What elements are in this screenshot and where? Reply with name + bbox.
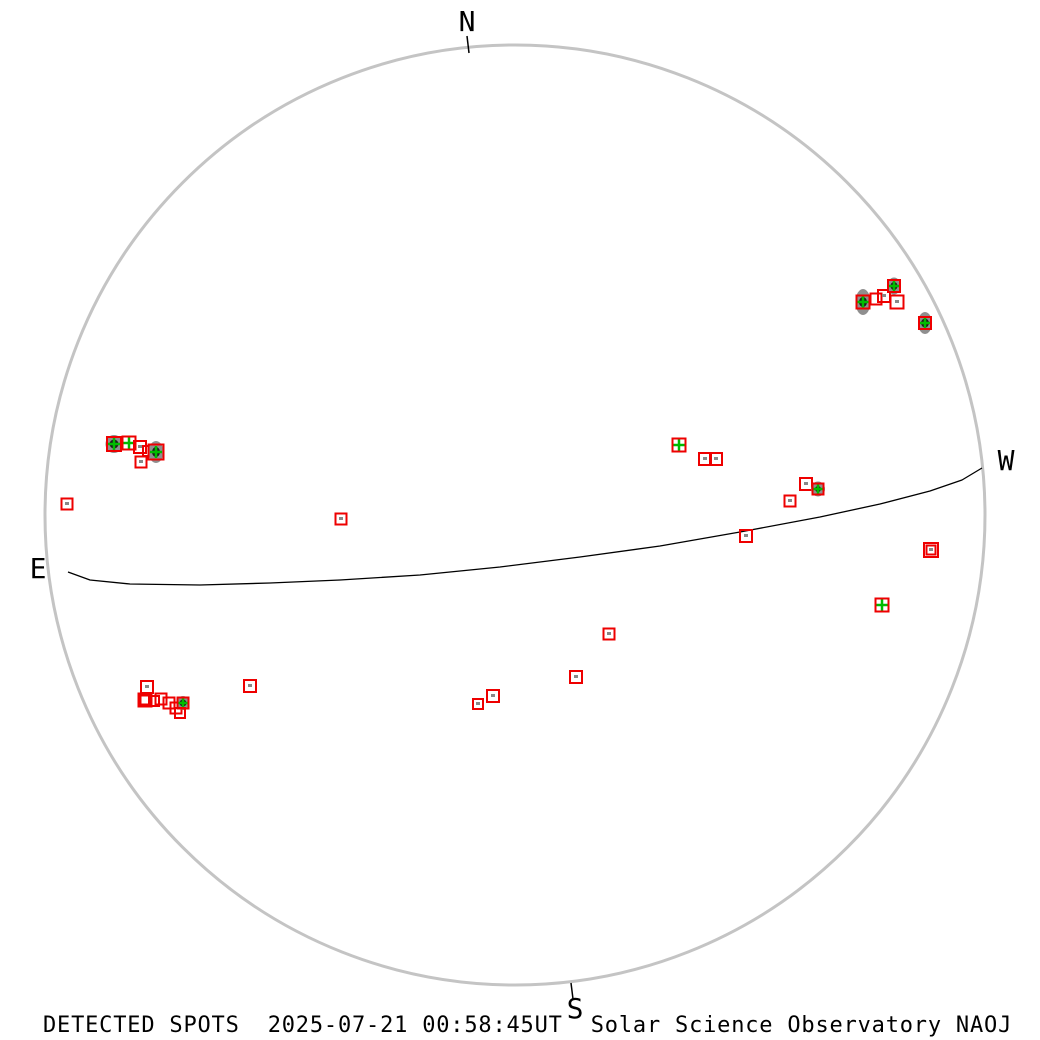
faint-spot-dot (65, 502, 69, 505)
spot-marker (140, 680, 154, 694)
spot-marker (889, 294, 905, 310)
detection-box (887, 279, 901, 293)
solar-disk-limb (43, 43, 987, 987)
compass-label-south: S (567, 992, 584, 1025)
spot-marker (671, 437, 687, 453)
detection-box (869, 292, 883, 306)
spot-marker (923, 542, 939, 558)
spot-marker (602, 627, 616, 641)
detection-box (147, 443, 165, 461)
spot-marker (105, 435, 123, 453)
spot-marker (154, 692, 168, 706)
detection-box (174, 707, 186, 719)
spot-marker (874, 597, 890, 613)
faint-spot-dot (574, 675, 578, 678)
detection-box (243, 679, 257, 693)
detection-box (602, 627, 616, 641)
faint-spot-dot (607, 632, 611, 635)
faint-spot-dot (145, 685, 149, 688)
spot-markers-layer (60, 277, 939, 719)
detection-box (811, 482, 825, 496)
spot-marker (121, 435, 137, 451)
detection-box (472, 698, 484, 710)
detection-box (60, 497, 74, 511)
faint-spot-dot (882, 294, 886, 297)
spot-marker (472, 698, 484, 710)
detection-box (671, 437, 687, 453)
compass-label-east: E (30, 552, 47, 585)
detection-box (134, 455, 148, 469)
detection-box (148, 695, 160, 707)
faint-spot-dot (788, 499, 792, 502)
detection-box (106, 436, 122, 452)
spot-marker (243, 679, 257, 693)
detection-box (923, 542, 939, 558)
detection-box (889, 294, 905, 310)
spot-marker (134, 455, 148, 469)
faint-spot-dot (339, 517, 343, 520)
spot-marker (799, 477, 813, 491)
compass-label-west: W (998, 444, 1015, 477)
faint-spot-dot (476, 702, 480, 705)
spot-marker (783, 494, 797, 508)
spot-marker (709, 452, 723, 466)
spot-marker (60, 497, 74, 511)
spot-marker (811, 481, 825, 497)
detection-box (918, 316, 932, 330)
spot-marker (334, 512, 348, 526)
detection-box (121, 435, 137, 451)
solar-equator-line (67, 467, 983, 586)
south-axis-tick (570, 982, 574, 1000)
detection-box (783, 494, 797, 508)
detection-box (334, 512, 348, 526)
spot-marker (147, 441, 165, 463)
spot-marker (918, 312, 932, 334)
spot-marker (148, 695, 160, 707)
spot-marker (869, 292, 883, 306)
faint-spot-dot (744, 534, 748, 537)
faint-spot-dot (895, 300, 899, 303)
spot-marker (176, 696, 190, 710)
detection-box (486, 689, 500, 703)
spot-marker (174, 707, 186, 719)
faint-spot-dot (804, 482, 808, 485)
detection-box (154, 692, 168, 706)
faint-spot-dot (703, 457, 707, 460)
detection-box (709, 452, 723, 466)
detection-box-inner (925, 544, 937, 556)
detection-box (739, 529, 753, 543)
spot-marker (887, 277, 901, 295)
spot-marker (486, 689, 500, 703)
spot-marker (569, 670, 583, 684)
detection-box (569, 670, 583, 684)
compass-label-north: N (459, 5, 476, 38)
faint-spot-dot (929, 548, 933, 551)
faint-spot-dot (714, 457, 718, 460)
plot-caption: DETECTED SPOTS 2025-07-21 00:58:45UT Sol… (43, 1013, 1013, 1038)
faint-spot-dot (139, 460, 143, 463)
detection-box (137, 692, 153, 708)
faint-spot-dot (138, 445, 142, 448)
north-axis-tick (466, 35, 470, 54)
faint-spot-dot (491, 694, 495, 697)
spot-marker (739, 529, 753, 543)
faint-spot-dot (248, 684, 252, 687)
spot-marker (855, 289, 871, 315)
detection-box (874, 597, 890, 613)
